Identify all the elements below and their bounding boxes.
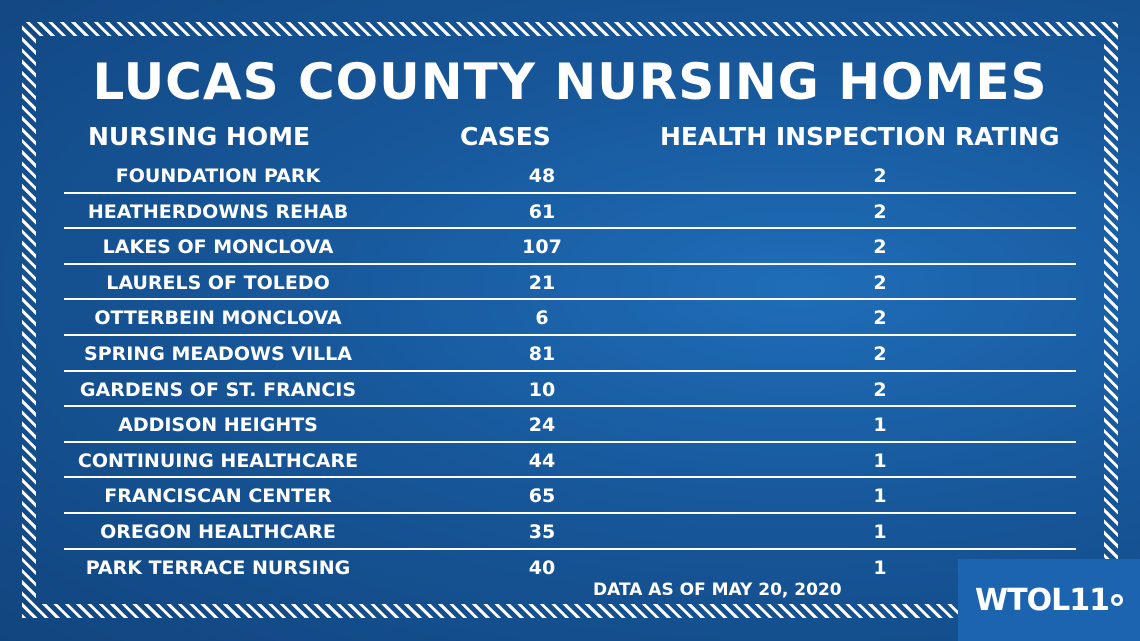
table-row: OTTERBEIN MONCLOVA 6 2 xyxy=(64,300,1076,336)
nursing-home-name: OREGON HEALTHCARE xyxy=(100,520,336,543)
station-logo: WTOL11 xyxy=(958,559,1140,641)
nursing-home-name: CONTINUING HEALTHCARE xyxy=(77,449,359,472)
nursing-home-name: LAKES OF MONCLOVA xyxy=(102,236,334,259)
rating-value: 2 xyxy=(873,307,887,330)
rating-value: 2 xyxy=(873,236,887,259)
table-row: GARDENS OF ST. FRANCIS 10 2 xyxy=(64,372,1076,408)
page-title: LUCAS COUNTY NURSING HOMES xyxy=(92,53,1048,111)
logo-text: WTOL11 xyxy=(975,582,1110,618)
column-header-nursing-home: NURSING HOME xyxy=(88,122,311,151)
nursing-home-name: FRANCISCAN CENTER xyxy=(104,485,332,508)
table-row: OREGON HEALTHCARE 35 1 xyxy=(64,514,1076,550)
cases-value: 24 xyxy=(528,414,556,437)
rating-value: 2 xyxy=(873,271,887,294)
nursing-home-table: FOUNDATION PARK 48 2 HEATHERDOWNS REHAB 61 2 L… xyxy=(64,158,1076,585)
cases-value: 6 xyxy=(535,307,549,330)
rating-value: 2 xyxy=(873,342,887,365)
table-row: ADDISON HEIGHTS 24 1 xyxy=(64,407,1076,443)
broadcast-dot-icon xyxy=(1110,594,1123,606)
nursing-home-name: PARK TERRACE NURSING xyxy=(85,556,351,579)
cases-value: 10 xyxy=(528,378,556,401)
cases-value: 61 xyxy=(528,200,556,223)
cases-value: 44 xyxy=(528,449,556,472)
nursing-home-name: GARDENS OF ST. FRANCIS xyxy=(79,378,357,401)
rating-value: 1 xyxy=(873,449,887,472)
table-row: FOUNDATION PARK 48 2 xyxy=(64,158,1076,194)
nursing-home-name: SPRING MEADOWS VILLA xyxy=(84,342,352,365)
data-date-note: DATA AS OF MAY 20, 2020 xyxy=(593,580,842,600)
rating-value: 2 xyxy=(873,165,887,187)
nursing-home-name: OTTERBEIN MONCLOVA xyxy=(94,307,342,330)
rating-value: 1 xyxy=(873,414,887,437)
table-row: LAURELS OF TOLEDO 21 2 xyxy=(64,265,1076,301)
rating-value: 1 xyxy=(873,556,887,579)
rating-value: 1 xyxy=(873,520,887,543)
cases-value: 65 xyxy=(528,485,556,508)
nursing-home-name: FOUNDATION PARK xyxy=(115,165,321,187)
nursing-home-name: ADDISON HEIGHTS xyxy=(118,414,318,437)
cases-value: 35 xyxy=(528,520,556,543)
table-row: HEATHERDOWNS REHAB 61 2 xyxy=(64,194,1076,230)
table-row: LAKES OF MONCLOVA 107 2 xyxy=(64,229,1076,265)
table-row: FRANCISCAN CENTER 65 1 xyxy=(64,478,1076,514)
cases-value: 107 xyxy=(522,236,562,259)
striped-border xyxy=(22,22,1118,618)
rating-value: 2 xyxy=(873,200,887,223)
nursing-home-name: HEATHERDOWNS REHAB xyxy=(87,200,349,223)
cases-value: 48 xyxy=(528,165,556,187)
column-header-rating: HEALTH INSPECTION RATING xyxy=(660,122,1060,151)
cases-value: 40 xyxy=(528,556,556,579)
table-row: SPRING MEADOWS VILLA 81 2 xyxy=(64,336,1076,372)
table-row: CONTINUING HEALTHCARE 44 1 xyxy=(64,443,1076,479)
table-row: PARK TERRACE NURSING 40 1 xyxy=(64,550,1076,586)
rating-value: 1 xyxy=(873,485,887,508)
cases-value: 81 xyxy=(528,342,556,365)
cases-value: 21 xyxy=(528,271,556,294)
column-header-cases: CASES xyxy=(460,122,551,151)
rating-value: 2 xyxy=(873,378,887,401)
nursing-home-name: LAURELS OF TOLEDO xyxy=(106,271,330,294)
